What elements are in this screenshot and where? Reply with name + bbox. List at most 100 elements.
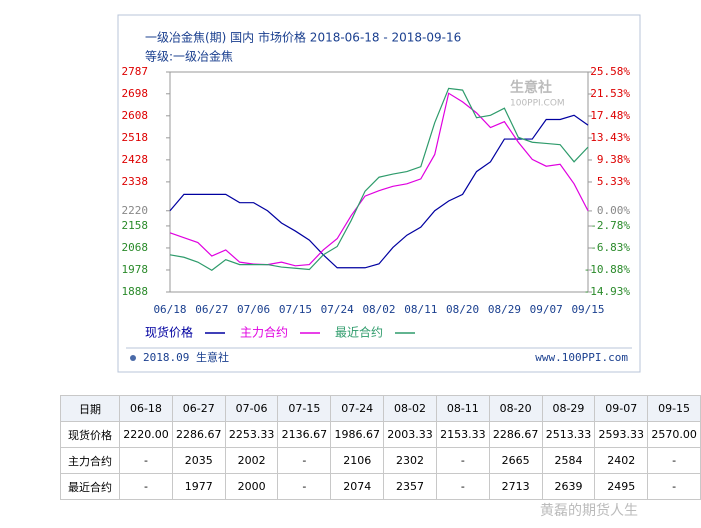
table-cell: 06-18 [119, 395, 173, 422]
table-cell: 2665 [488, 447, 543, 474]
series-line [169, 114, 589, 269]
x-tick-label: 09/07 [530, 303, 563, 316]
table-cell: 2003.33 [383, 421, 437, 448]
chart-subtitle: 等级:一级冶金焦 [145, 49, 233, 64]
x-tick-label: 07/24 [321, 303, 354, 316]
y2-tick-label: 25.58% [590, 65, 630, 78]
table-cell: 07-06 [224, 395, 279, 422]
y-tick-label: 2220 [122, 204, 149, 217]
footer-icon [130, 355, 136, 361]
table-cell: 2302 [383, 447, 437, 474]
x-tick-label: 08/29 [488, 303, 521, 316]
table-cell: 2035 [171, 447, 226, 474]
table-row: 日期 06-18 06-27 07-06 07-15 07-24 08-02 08-11 08-… [59, 395, 701, 422]
y2-tick-label: -6.83% [590, 241, 630, 254]
table-cell: 主力合约 [59, 447, 121, 474]
table-cell: 07-24 [330, 395, 385, 422]
table-cell: - [647, 447, 701, 474]
chart-title: 一级冶金焦(期) 国内 市场价格 2018-06-18 - 2018-09-16 [145, 30, 461, 45]
y2-tick-label: 13.43% [590, 131, 630, 144]
x-tick-label: 07/15 [279, 303, 312, 316]
series-line [169, 92, 589, 267]
x-tick-label: 07/06 [237, 303, 270, 316]
table-cell: 08-20 [488, 395, 543, 422]
table-cell: 1986.67 [330, 421, 385, 448]
table-cell: 2106 [330, 447, 385, 474]
table-cell: 2513.33 [541, 421, 596, 448]
table-cell: 1977 [171, 473, 226, 500]
table-cell: 2253.33 [224, 421, 279, 448]
table-cell: 07-15 [277, 395, 332, 422]
table-cell: 2286.67 [488, 421, 543, 448]
y-tick-label: 2698 [122, 87, 149, 100]
x-tick-label: 06/27 [195, 303, 228, 316]
table-cell: 2000 [224, 473, 279, 500]
x-tick-label: 09/15 [571, 303, 604, 316]
table-cell: 09-07 [594, 395, 649, 422]
legend-label: 主力合约 [240, 325, 288, 340]
y-tick-label: 2608 [122, 109, 149, 122]
y-tick-label: 1978 [122, 263, 149, 276]
table-cell: - [277, 447, 332, 474]
table-cell: 现货价格 [59, 421, 121, 448]
y-tick-label: 2518 [122, 131, 149, 144]
table-row: 现货价格 2220.00 2286.67 2253.33 2136.67 1986.67 2… [59, 421, 701, 448]
table-cell: - [277, 473, 332, 500]
weibo-watermark: 黄磊的期货人生 [540, 503, 638, 519]
table-cell: - [435, 473, 490, 500]
table-cell: 2074 [330, 473, 385, 500]
y2-tick-label: 21.53% [590, 87, 630, 100]
table-cell: 2153.33 [435, 421, 490, 448]
y-tick-label: 1888 [122, 285, 149, 298]
table-cell: - [119, 447, 173, 474]
y2-tick-label: -14.93% [584, 285, 631, 298]
watermark-site: 100PPI.COM [510, 99, 565, 109]
y2-tick-label: 0.00% [597, 204, 630, 217]
watermark: 生意社 [510, 79, 552, 96]
footer-left: 2018.09 生意社 [143, 350, 229, 364]
y2-tick-label: -10.88% [584, 263, 631, 276]
legend-label: 现货价格 [145, 325, 193, 340]
data-table: 日期 06-18 06-27 07-06 07-15 07-24 08-02 08-11 08-… [59, 395, 701, 500]
table-cell: 08-11 [435, 395, 490, 422]
chart-frame [117, 14, 641, 373]
table-cell: 2136.67 [277, 421, 332, 448]
y-tick-label: 2338 [122, 175, 149, 188]
chart: 一级冶金焦(期) 国内 市场价格 2018-06-18 - 2018-09-16… [117, 14, 641, 373]
x-tick-label: 08/11 [404, 303, 437, 316]
table-cell: 06-27 [171, 395, 226, 422]
table-cell: 08-29 [541, 395, 596, 422]
table-cell: 2713 [488, 473, 543, 500]
table-cell: - [119, 473, 173, 500]
footer-right: www.100PPI.com [535, 351, 628, 364]
y2-tick-label: 5.33% [597, 175, 630, 188]
table-cell: 2570.00 [647, 421, 701, 448]
y2-tick-label: 17.48% [590, 109, 630, 122]
table-row: 最近合约 -1977 2000-2074 2357-2713 2639 2495- [59, 473, 701, 500]
y-tick-label: 2068 [122, 241, 149, 254]
table-cell: 08-02 [383, 395, 437, 422]
series-line [169, 87, 589, 271]
table-cell: - [435, 447, 490, 474]
legend-label: 最近合约 [335, 325, 383, 340]
x-tick-label: 06/18 [153, 303, 186, 316]
y-tick-label: 2787 [122, 65, 149, 78]
table-cell: 2286.67 [171, 421, 226, 448]
y-tick-label: 2158 [122, 219, 149, 232]
table-cell: 2220.00 [119, 421, 173, 448]
y-tick-label: 2428 [122, 153, 149, 166]
table-cell: 2593.33 [594, 421, 649, 448]
y2-tick-label: 9.38% [597, 153, 630, 166]
table-cell: 2002 [224, 447, 279, 474]
table-cell: 2639 [541, 473, 596, 500]
table-cell: - [647, 473, 701, 500]
table-cell: 09-15 [647, 395, 701, 422]
x-tick-label: 08/02 [362, 303, 395, 316]
y2-tick-label: -2.78% [590, 219, 630, 232]
table-cell: 2357 [383, 473, 437, 500]
table-cell: 2584 [541, 447, 596, 474]
x-tick-label: 08/20 [446, 303, 479, 316]
table-row: 主力合约 -2035 2002-2106 2302-2665 2584 2402- [59, 447, 701, 474]
table-cell: 日期 [59, 395, 121, 422]
